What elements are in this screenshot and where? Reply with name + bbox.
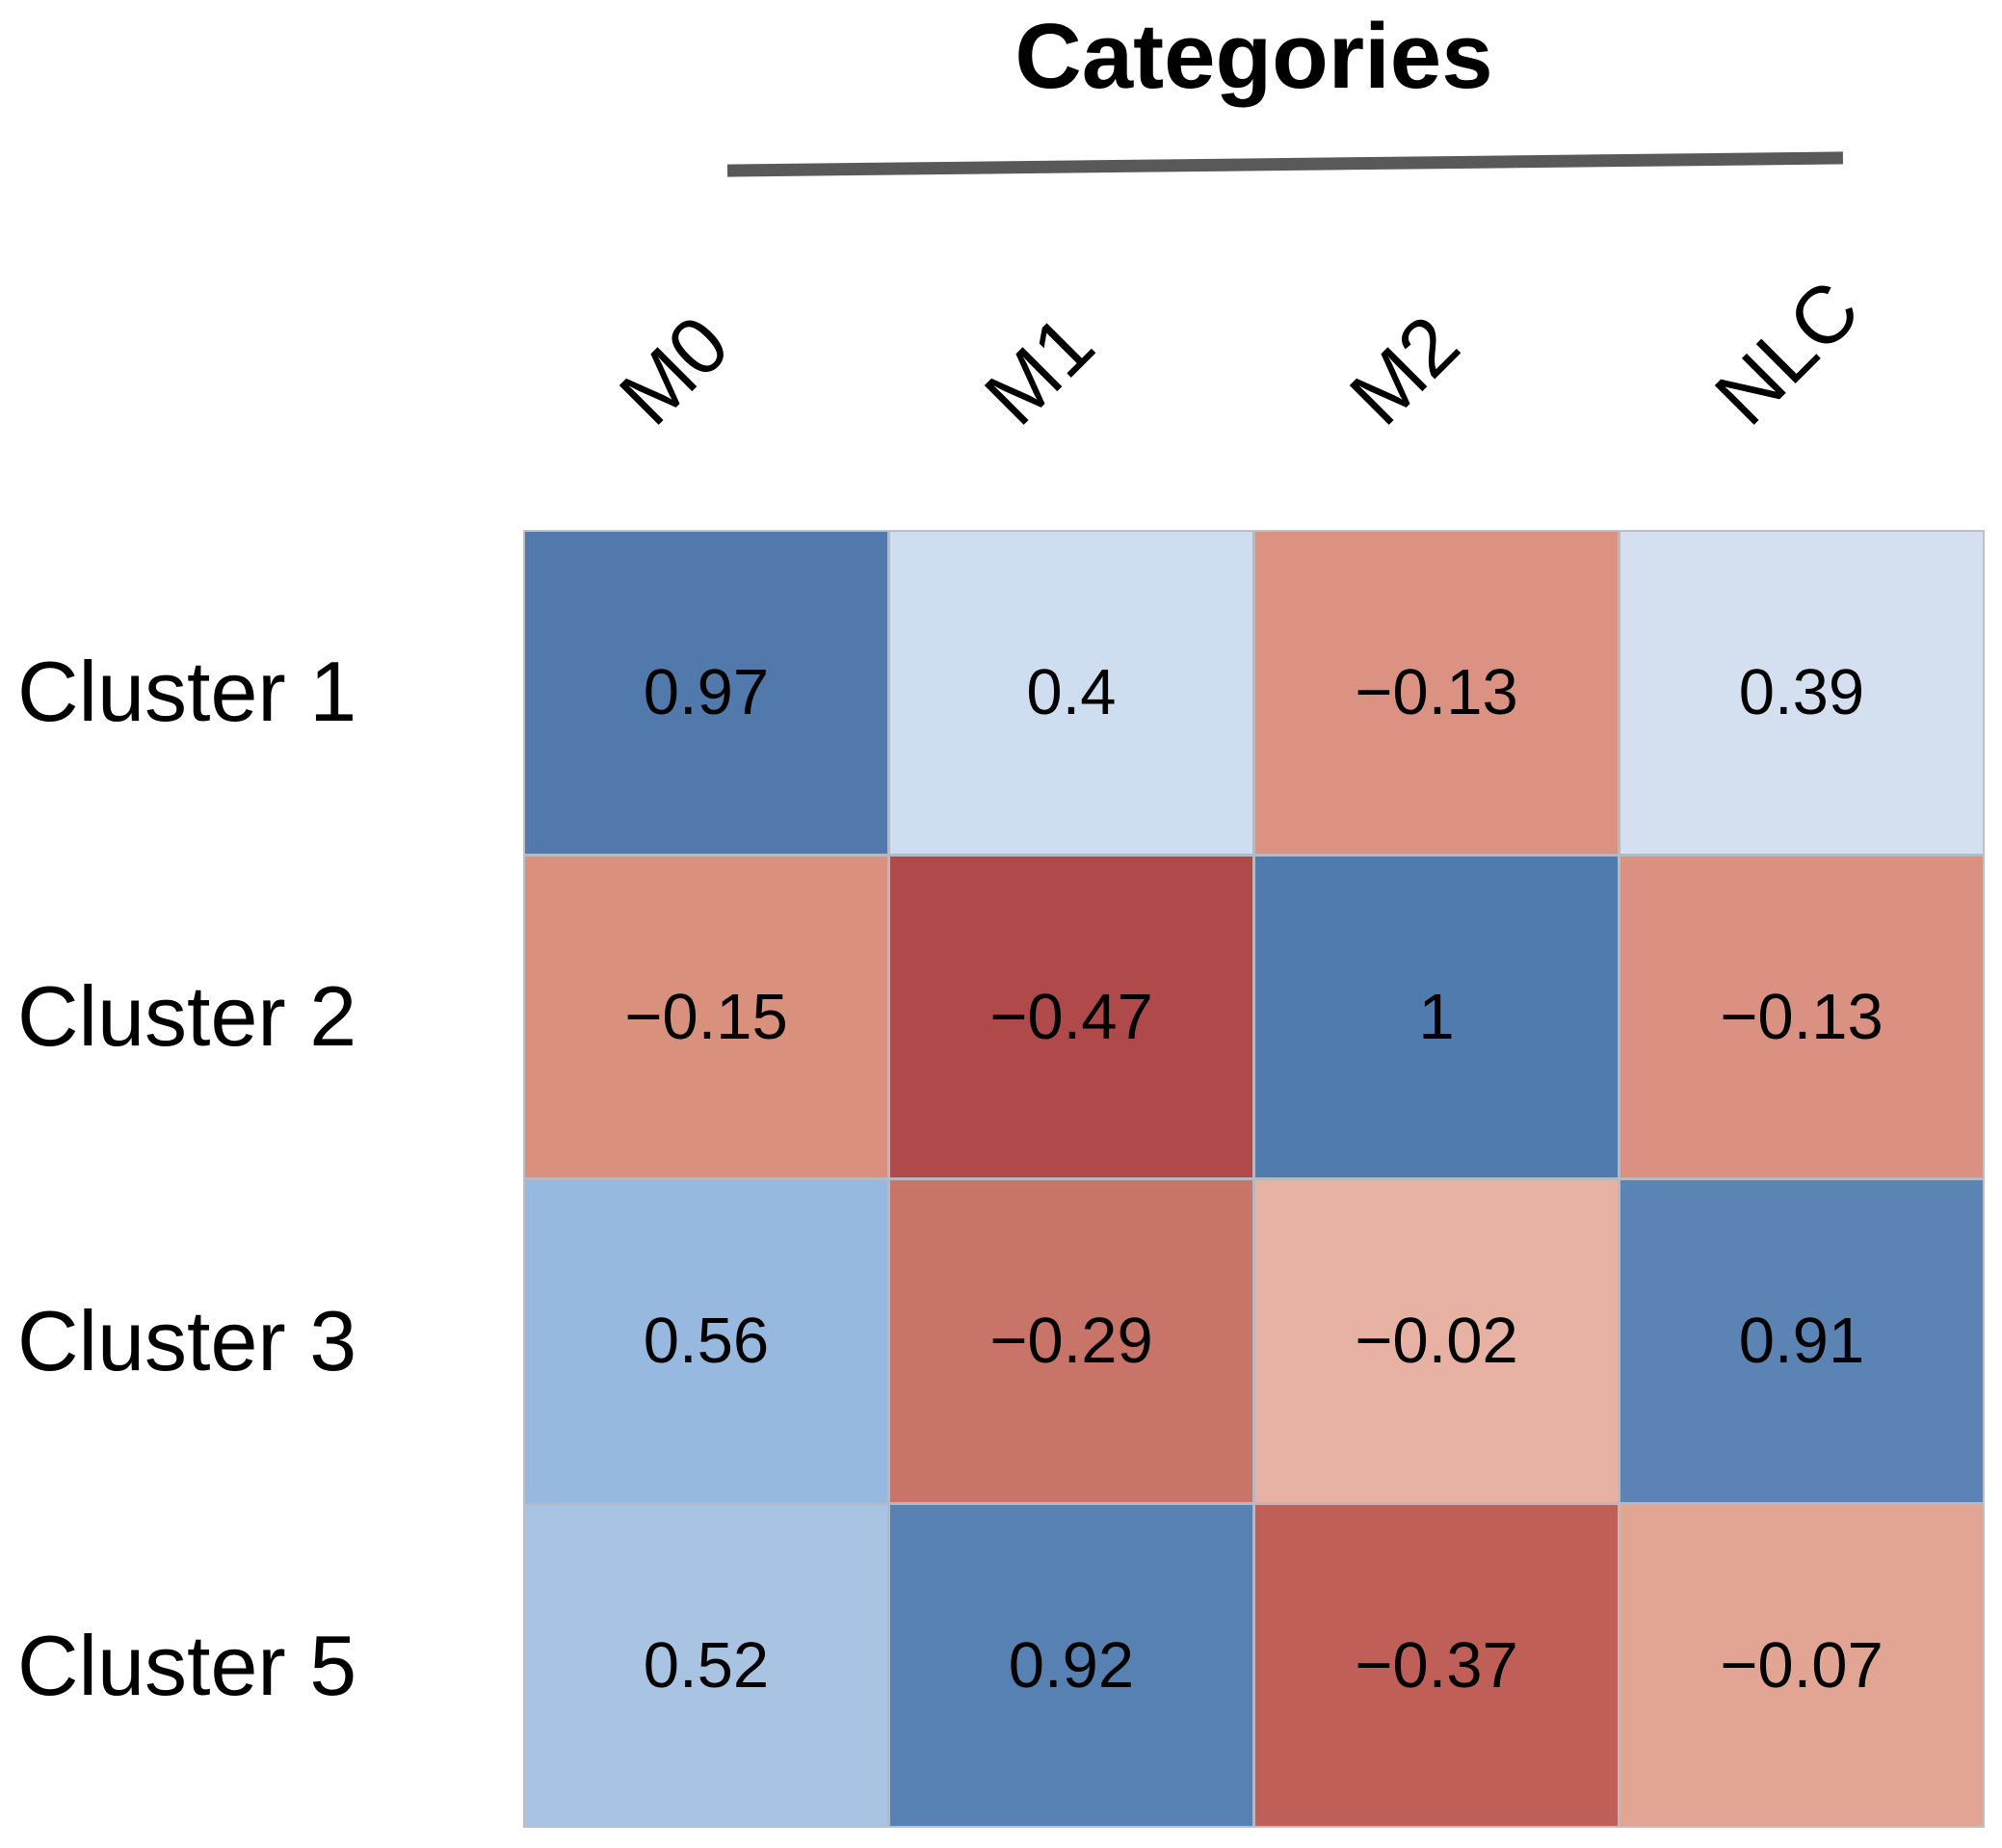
- column-header-nlc: NLC: [1698, 263, 1877, 442]
- cell-value: 0.92: [1008, 1628, 1135, 1702]
- cell-value: 0.52: [643, 1628, 770, 1702]
- heatmap-cell-r2c4: −0.13: [1620, 856, 1983, 1177]
- cell-value: −0.07: [1720, 1628, 1883, 1702]
- cell-value: 0.91: [1738, 1305, 1865, 1378]
- heatmap-cell-r2c3: 1: [1255, 856, 1618, 1177]
- column-header-m0: M0: [601, 298, 746, 442]
- cell-value: −0.13: [1720, 980, 1883, 1053]
- cell-value: 1: [1418, 980, 1455, 1053]
- heatmap-cell-r1c3: −0.13: [1255, 532, 1618, 854]
- row-label-1: Cluster 1: [17, 644, 357, 740]
- heatmap-cell-r1c4: 0.39: [1620, 532, 1983, 854]
- heatmap-cell-r1c1: 0.97: [525, 532, 887, 854]
- heatmap-cell-r3c2: −0.29: [890, 1180, 1252, 1502]
- heatmap-cell-r1c2: 0.4: [890, 532, 1252, 854]
- heatmap-cell-r3c3: −0.02: [1255, 1180, 1618, 1502]
- heatmap-cell-r2c1: −0.15: [525, 856, 887, 1177]
- heatmap-cell-r3c1: 0.56: [525, 1180, 887, 1502]
- heatmap-cell-r4c3: −0.37: [1255, 1504, 1618, 1826]
- chart-title: Categories: [1014, 5, 1493, 108]
- cell-value: −0.47: [989, 980, 1153, 1053]
- column-header-m2: M2: [1332, 298, 1477, 442]
- row-label-3: Cluster 3: [17, 1292, 357, 1388]
- cell-value: −0.37: [1355, 1628, 1518, 1702]
- heatmap-cell-r3c4: 0.91: [1620, 1180, 1983, 1502]
- cell-value: 0.4: [1026, 656, 1117, 729]
- cell-value: 0.97: [643, 656, 770, 729]
- title-underline: [726, 151, 1844, 177]
- cell-value: −0.15: [624, 980, 788, 1053]
- column-header-m1: M1: [966, 298, 1111, 442]
- heatmap-grid: 0.97 0.4 −0.13 0.39 −0.15 −0.47 1 −0.13 0.56 −0.2…: [523, 530, 1985, 1828]
- row-label-4: Cluster 5: [17, 1617, 357, 1713]
- row-label-2: Cluster 2: [17, 968, 357, 1065]
- heatmap-cell-r4c1: 0.52: [525, 1504, 887, 1826]
- cell-value: 0.39: [1738, 656, 1865, 729]
- cell-value: −0.13: [1355, 656, 1518, 729]
- row-labels: Cluster 1 Cluster 2 Cluster 3 Cluster 5: [0, 530, 511, 1828]
- cell-value: −0.29: [989, 1305, 1153, 1378]
- cell-value: 0.56: [643, 1305, 770, 1378]
- heatmap-cell-r2c2: −0.47: [890, 856, 1252, 1177]
- heatmap-cell-r4c4: −0.07: [1620, 1504, 1983, 1826]
- heatmap-cell-r4c2: 0.92: [890, 1504, 1252, 1826]
- cell-value: −0.02: [1355, 1305, 1518, 1378]
